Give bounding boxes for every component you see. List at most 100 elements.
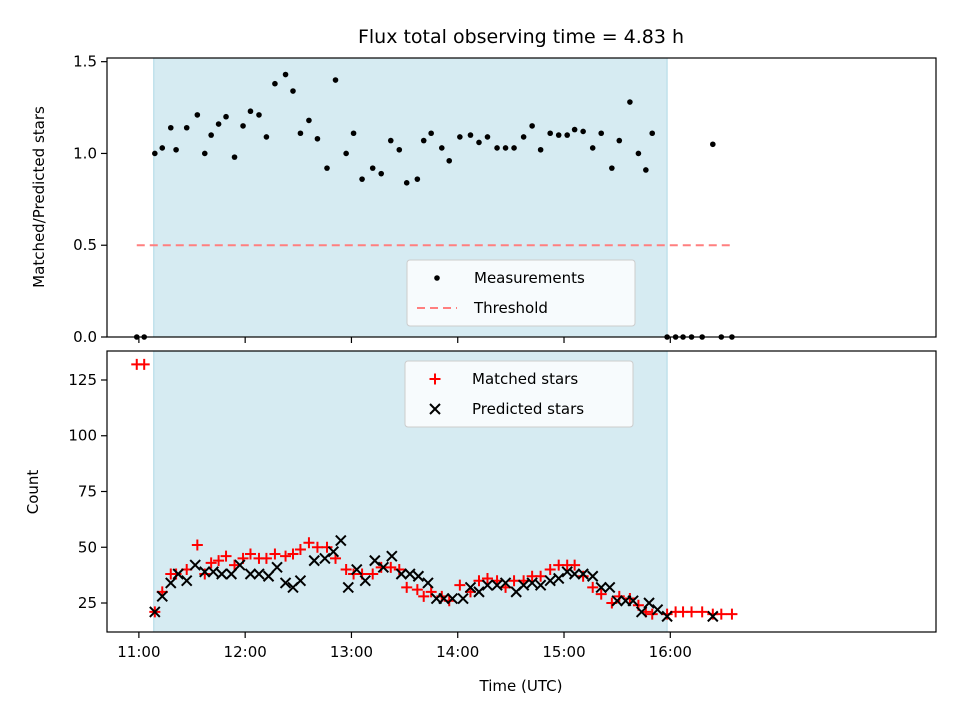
matched-point (260, 552, 272, 564)
measurement-point (571, 126, 578, 133)
predicted-point (481, 579, 494, 591)
predicted-point (412, 570, 425, 582)
x-tick-label: 14:00 (436, 643, 479, 661)
plot-layer: 0.0 0.5 1.0 1.5 Measurements Threshold 25 50 75 1… (68, 53, 937, 661)
legend-marker-measurements (434, 275, 440, 281)
matched-point (375, 561, 387, 573)
measurement-point (446, 157, 453, 164)
predicted-point (244, 568, 257, 580)
measurement-point (547, 130, 553, 137)
predicted-point (473, 586, 485, 598)
predicted-point (561, 566, 573, 578)
measurement-point (529, 123, 535, 129)
measurement-point (457, 134, 463, 140)
measurement-point (627, 99, 633, 105)
predicted-point (294, 574, 307, 587)
matched-point (191, 539, 203, 551)
predicted-point (544, 574, 556, 587)
predicted-point (234, 559, 246, 571)
predicted-point (587, 570, 599, 582)
measurement-point (502, 145, 509, 151)
predicted-point (404, 568, 416, 580)
matched-point (661, 608, 673, 620)
predicted-point (279, 577, 292, 589)
matched-point (411, 584, 423, 596)
measurement-point (256, 112, 262, 118)
measurement-point (263, 134, 270, 140)
predicted-point (359, 574, 371, 587)
predicted-point (707, 610, 719, 623)
chart-title: Flux total observing time = 4.83 h (358, 26, 684, 48)
legend: Matched stars Predicted stars (404, 360, 634, 428)
measurement-point (598, 130, 605, 137)
legend-box (404, 360, 634, 428)
matched-point (367, 568, 379, 580)
y-tick-label: 125 (68, 371, 97, 389)
y-tick-label: 1.0 (73, 144, 97, 162)
predicted-point (526, 577, 538, 589)
measurement-point (240, 123, 246, 129)
predicted-point (225, 568, 238, 580)
measurement-point (350, 130, 357, 137)
y-tick-label: 50 (78, 538, 97, 556)
measurement-point (580, 128, 586, 135)
x-tick-label: 15:00 (542, 643, 585, 661)
matched-point (229, 559, 241, 571)
measurement-point (290, 88, 296, 94)
x-tick-label: 16:00 (649, 643, 692, 661)
measurement-point (396, 146, 403, 153)
measurement-point (167, 124, 174, 131)
measurement-point (152, 150, 158, 157)
matched-point (287, 548, 299, 560)
measurement-point (564, 132, 571, 138)
measurement-point (231, 154, 238, 160)
matched-point (418, 590, 430, 602)
measurement-point (520, 134, 527, 140)
predicted-point (351, 563, 363, 576)
measurement-point (201, 150, 208, 157)
predicted-point (643, 597, 655, 609)
matched-point (205, 557, 217, 569)
predicted-point (207, 566, 219, 578)
predicted-point (319, 552, 331, 565)
measurement-point (420, 137, 427, 144)
measurement-point (314, 135, 321, 142)
predicted-point (604, 581, 616, 594)
y-tick-label: 100 (68, 427, 97, 445)
predicted-point (464, 581, 477, 594)
measurement-point (282, 71, 289, 78)
matched-point (587, 581, 599, 593)
matched-point (686, 606, 698, 618)
matched-point (170, 568, 182, 580)
measurement-point (476, 139, 482, 146)
measurement-point (555, 132, 562, 138)
predicted-point (457, 592, 469, 605)
x-tick-label: 13:00 (330, 643, 373, 661)
measurement-point (467, 132, 474, 138)
matched-point (696, 606, 708, 618)
matched-point (726, 608, 738, 620)
predicted-point (271, 561, 283, 574)
top-y-axis-label: Matched/Predicted stars (30, 106, 48, 288)
measurement-point (306, 117, 312, 124)
measurement-point (378, 170, 385, 177)
predicted-point (253, 568, 265, 580)
axes-frame (106, 57, 937, 338)
matched-point (303, 537, 315, 549)
measurement-point (438, 145, 445, 151)
measurement-point (494, 145, 500, 151)
x-axis-label: Time (UTC) (479, 677, 563, 695)
predicted-point (327, 546, 340, 558)
predicted-point (216, 568, 228, 580)
measurement-point (710, 141, 716, 148)
predicted-point (308, 554, 320, 567)
predicted-point (595, 581, 607, 594)
measurement-point (159, 145, 166, 151)
y-tick-label: 75 (78, 483, 97, 501)
predicted-point (342, 581, 354, 594)
measurement-point (403, 180, 410, 186)
matched-point (321, 541, 333, 553)
predicted-point (438, 592, 450, 605)
predicted-point (395, 568, 408, 580)
legend-label: Threshold (473, 299, 548, 317)
